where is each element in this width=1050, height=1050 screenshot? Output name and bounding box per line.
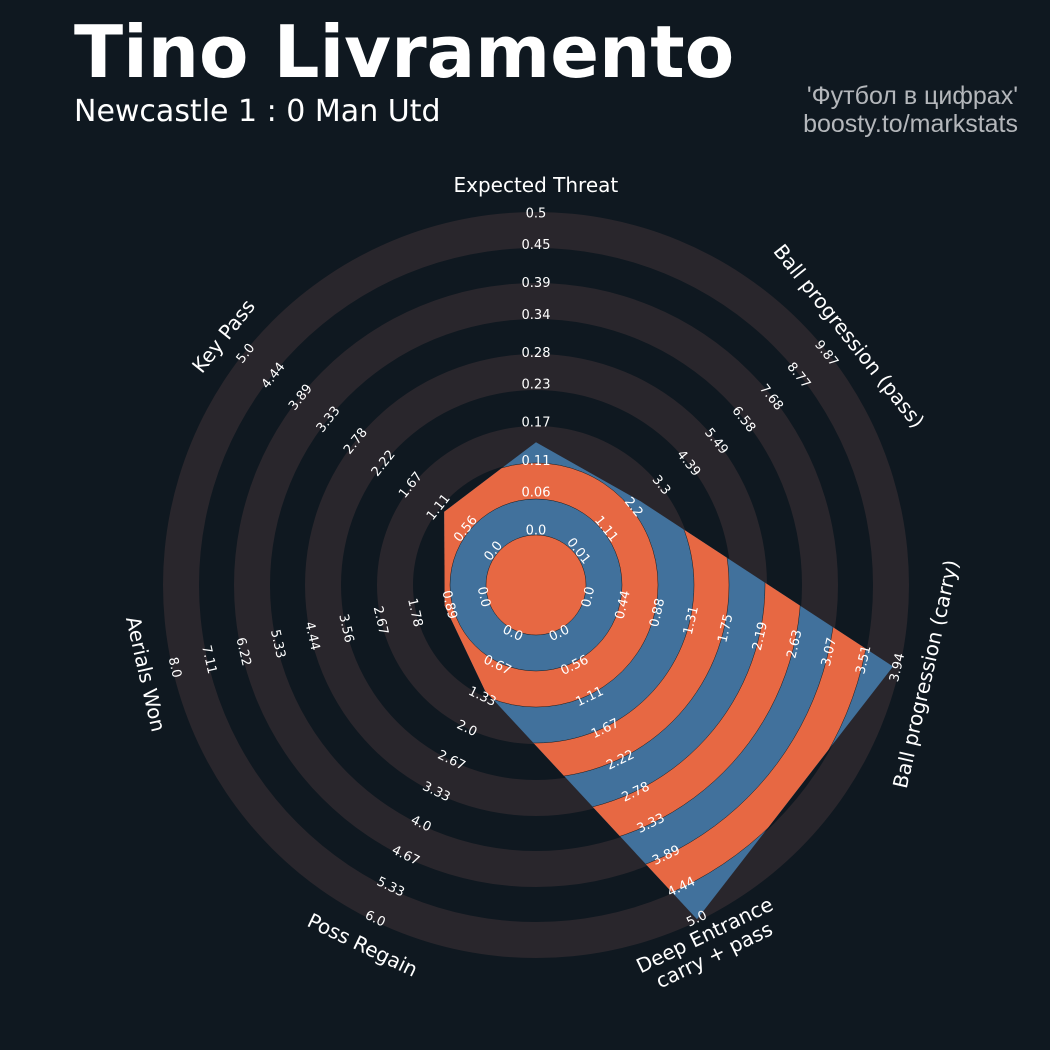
ring-tick-label: 0.0 bbox=[474, 585, 493, 609]
ring-tick-label: 0.34 bbox=[522, 308, 551, 323]
ring-tick-label: 3.07 bbox=[819, 636, 840, 668]
ring-tick-label: 0.45 bbox=[522, 238, 551, 253]
ring-tick-label: 0.23 bbox=[522, 378, 551, 393]
ring-tick-label: 0.88 bbox=[647, 597, 668, 629]
ring-tick-label: 1.78 bbox=[404, 597, 425, 629]
axis-label: Expected Threat bbox=[453, 173, 619, 197]
ring-tick-label: 6.22 bbox=[233, 636, 254, 668]
ring-tick-label: 7.11 bbox=[198, 644, 219, 676]
ring-tick-label: 3.56 bbox=[335, 613, 356, 645]
ring-tick-label: 2.19 bbox=[750, 620, 771, 652]
ring-tick-label: 0.28 bbox=[522, 346, 551, 361]
credit: boosty.to/markstats bbox=[803, 110, 1018, 138]
ring-tick-label: 0.17 bbox=[522, 416, 551, 431]
ring-tick-label: 5.33 bbox=[267, 628, 288, 660]
ring-tick-label: 1.75 bbox=[715, 613, 736, 645]
ring-tick-label: 0.0 bbox=[579, 585, 598, 609]
ring-tick-label: 8.0 bbox=[165, 656, 184, 680]
ring-tick-label: 2.67 bbox=[370, 605, 391, 637]
ring-tick-label: 0.5 bbox=[526, 207, 547, 222]
ring-tick-label: 0.0 bbox=[526, 524, 547, 539]
ring-tick-label: 1.31 bbox=[681, 605, 702, 637]
subtitle: Newcastle 1 : 0 Man Utd bbox=[74, 94, 441, 129]
ring-tick-label: 0.06 bbox=[522, 485, 551, 500]
credit: 'Футбол в цифрах' bbox=[806, 82, 1018, 110]
ring-tick-label: 0.11 bbox=[522, 454, 551, 469]
ring-tick-label: 3.51 bbox=[853, 644, 874, 676]
ring-tick-label: 4.44 bbox=[301, 620, 322, 652]
polygon-ring bbox=[485, 534, 587, 636]
ring-tick-label: 0.39 bbox=[522, 276, 551, 291]
ring-tick-label: 2.63 bbox=[784, 628, 805, 660]
ring-tick-label: 0.44 bbox=[613, 589, 634, 621]
ring-tick-label: 0.89 bbox=[438, 589, 459, 621]
title: Tino Livramento bbox=[74, 10, 735, 94]
ring-tick-label: 3.94 bbox=[887, 652, 908, 684]
